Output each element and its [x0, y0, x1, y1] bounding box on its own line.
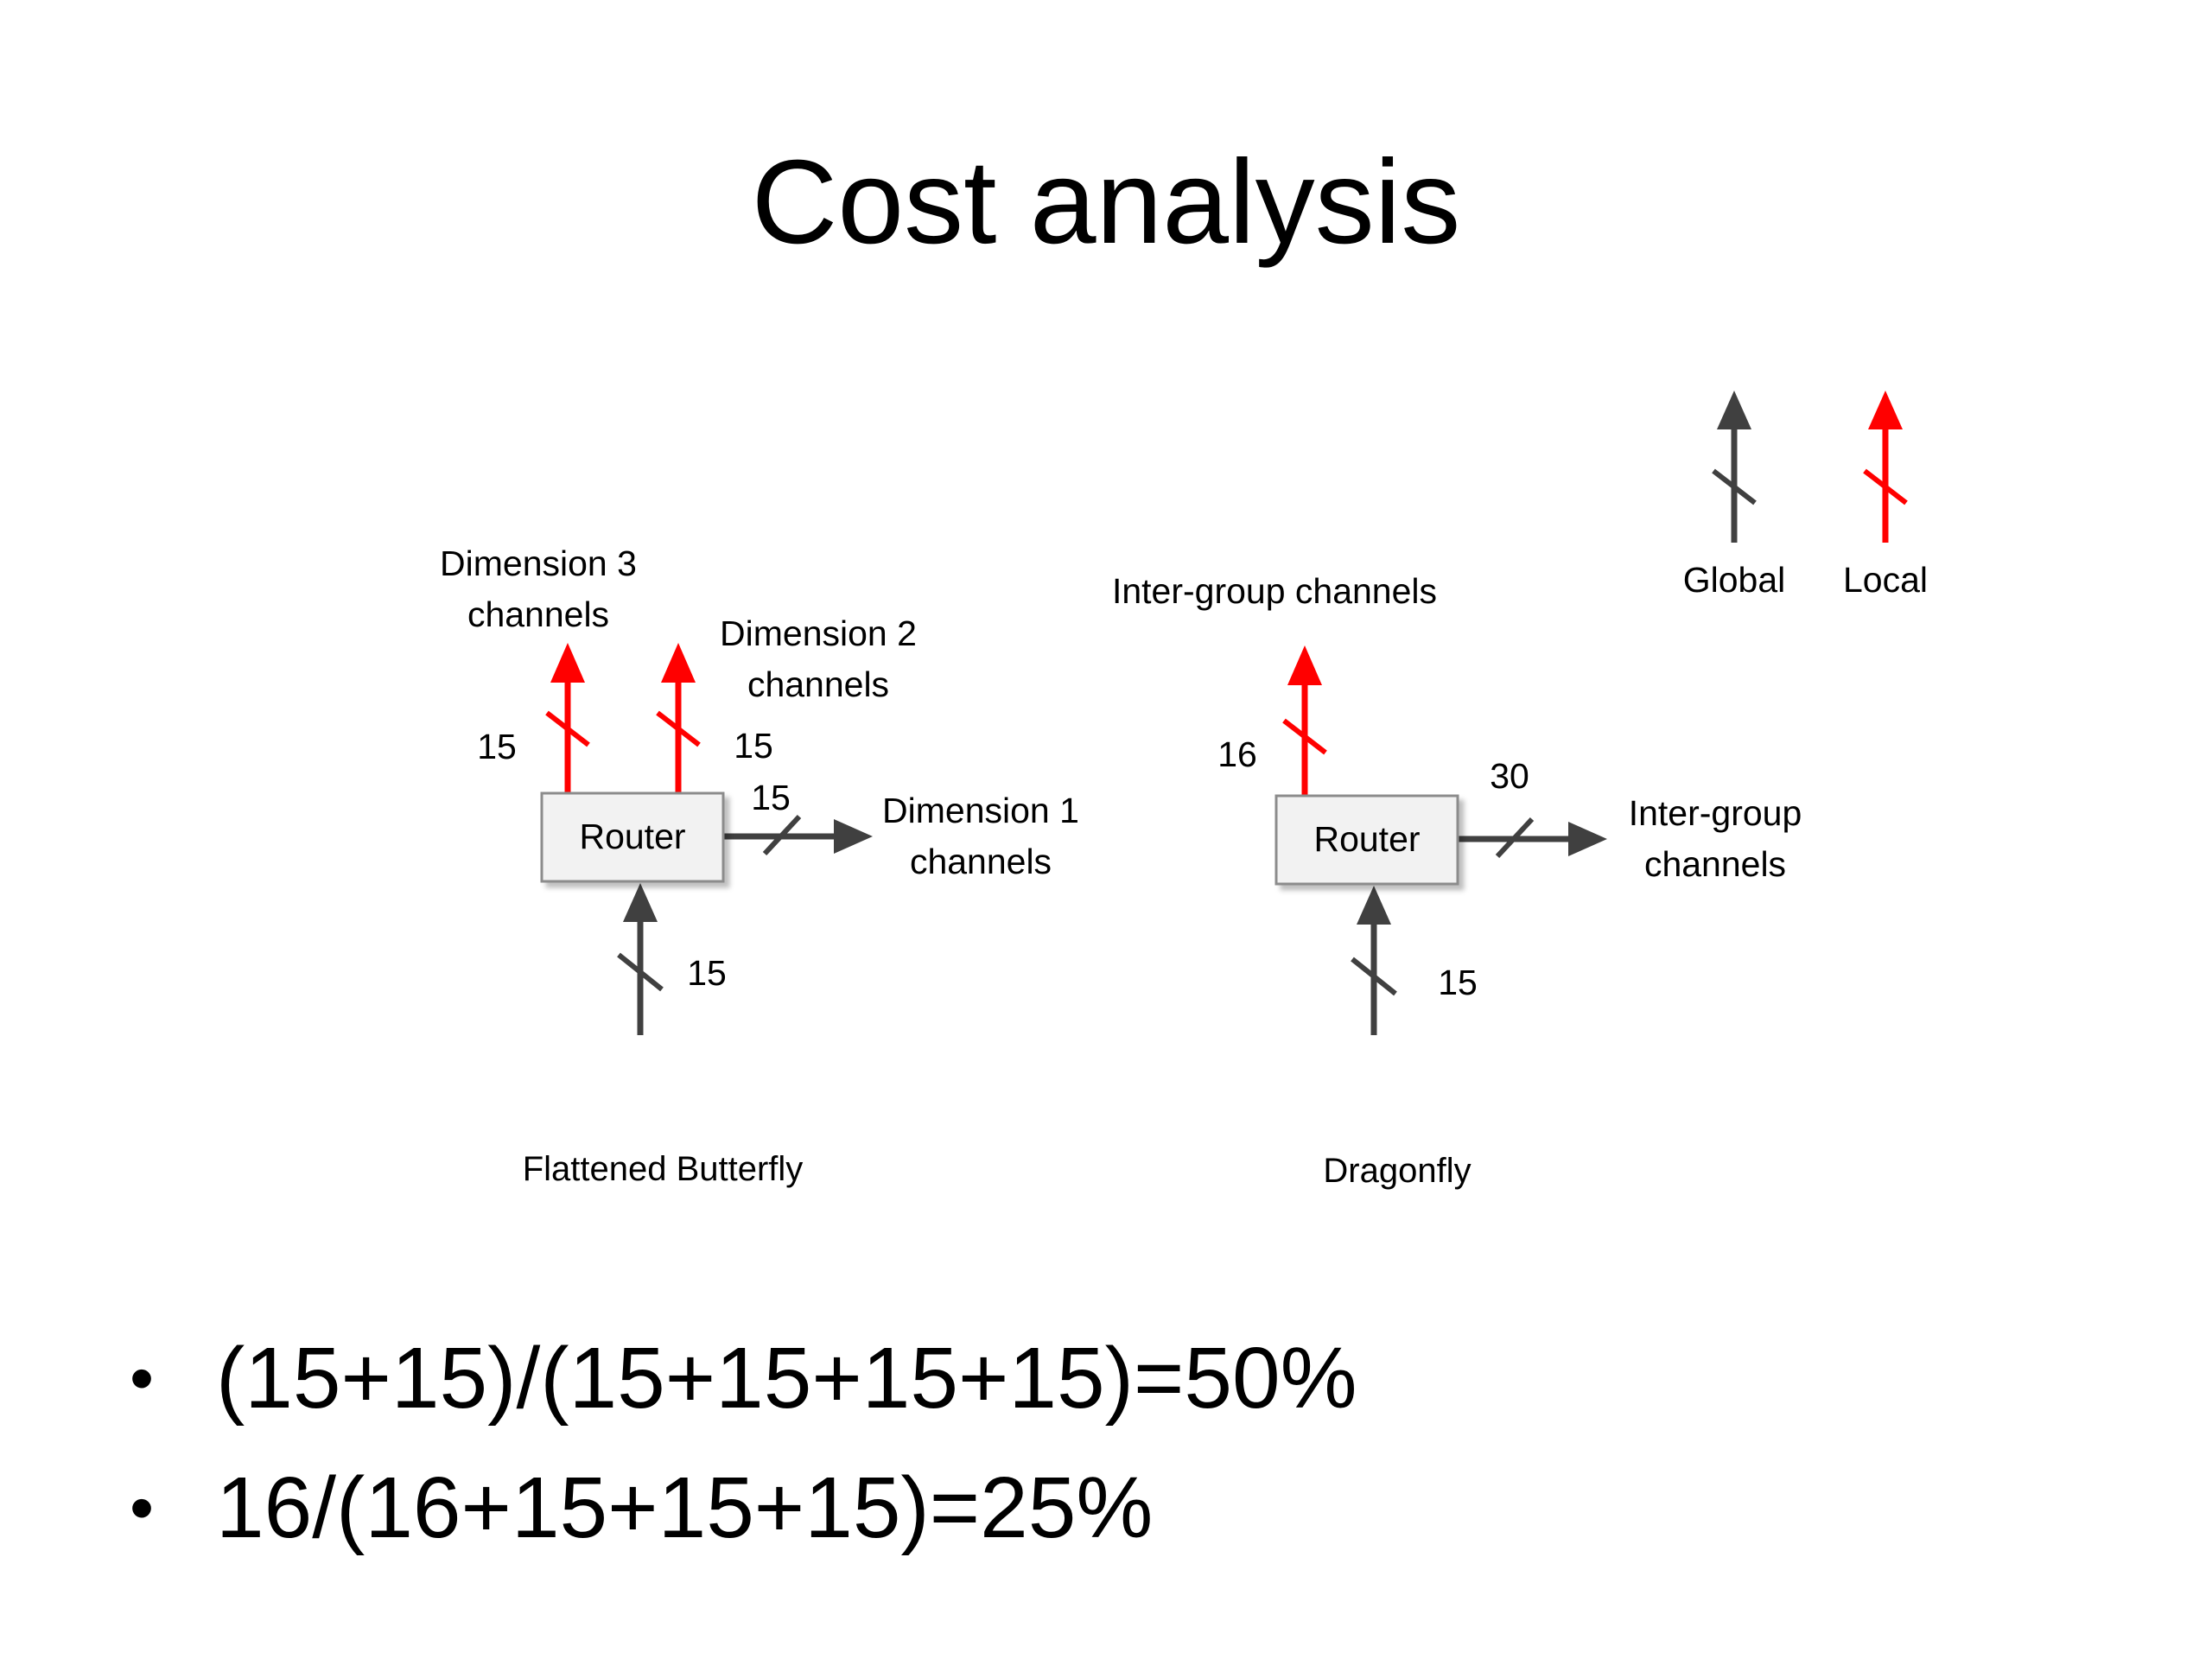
df-intergroup-up-arrow [1282, 645, 1327, 796]
bullet-dot-icon: • [130, 1469, 155, 1546]
fb-router: Router [540, 791, 725, 883]
df-router-label: Router [1313, 819, 1420, 859]
fb-input-arrow [617, 883, 664, 1035]
legend-global-arrow [1712, 391, 1757, 543]
bullet-text: 16/(16+15+15+15)=25% [216, 1459, 1154, 1556]
fb-dim3-label-line2: channels [467, 594, 609, 634]
fb-dim3-count: 15 [477, 727, 517, 766]
df-intergroup-right-label-line1: Inter-group [1629, 793, 1802, 833]
fb-dim3-arrow [545, 643, 590, 793]
fb-dim2-label-line2: channels [747, 664, 889, 704]
df-intergroup-up-label: Inter-group channels [1112, 571, 1437, 611]
legend: Global Local [1683, 391, 1928, 600]
df-input-count: 15 [1438, 963, 1478, 1002]
bullet-text: (15+15)/(15+15+15+15)=50% [216, 1330, 1357, 1427]
bullet-item: • (15+15)/(15+15+15+15)=50% [130, 1313, 2117, 1443]
legend-local-arrow [1863, 391, 1908, 543]
bullet-list: • (15+15)/(15+15+15+15)=50% • 16/(16+15+… [130, 1313, 2117, 1573]
df-intergroup-right-label-line2: channels [1644, 844, 1786, 884]
df-up-count: 16 [1217, 734, 1257, 774]
df-router: Router [1274, 794, 1459, 886]
flattened-butterfly-diagram: Router Dimension 3 channels Dimension 2 … [440, 543, 1079, 1188]
slide-title: Cost analysis [751, 136, 1461, 269]
df-caption: Dragonfly [1323, 1152, 1471, 1190]
df-intergroup-right-arrow [1459, 817, 1607, 859]
fb-dim2-arrow [656, 643, 701, 793]
fb-input-count: 15 [687, 953, 727, 993]
fb-caption: Flattened Butterfly [523, 1150, 804, 1188]
fb-dim2-count: 15 [734, 726, 773, 766]
fb-router-label: Router [579, 817, 685, 856]
df-input-arrow [1351, 886, 1397, 1035]
fb-dim1-count: 15 [751, 778, 791, 817]
legend-local-label: Local [1843, 560, 1928, 600]
dragonfly-diagram: Router Inter-group channels Inter-group … [1112, 571, 1802, 1190]
legend-global-label: Global [1683, 560, 1786, 600]
fb-dim1-arrow [724, 814, 873, 856]
fb-dim3-label-line1: Dimension 3 [440, 543, 637, 583]
fb-dim1-label-line2: channels [910, 842, 1052, 881]
fb-dim1-label-line1: Dimension 1 [882, 791, 1079, 830]
df-right-count: 30 [1490, 756, 1529, 796]
fb-dim2-label-line1: Dimension 2 [720, 613, 917, 653]
bullet-dot-icon: • [130, 1339, 155, 1416]
bullet-item: • 16/(16+15+15+15)=25% [130, 1443, 2117, 1573]
